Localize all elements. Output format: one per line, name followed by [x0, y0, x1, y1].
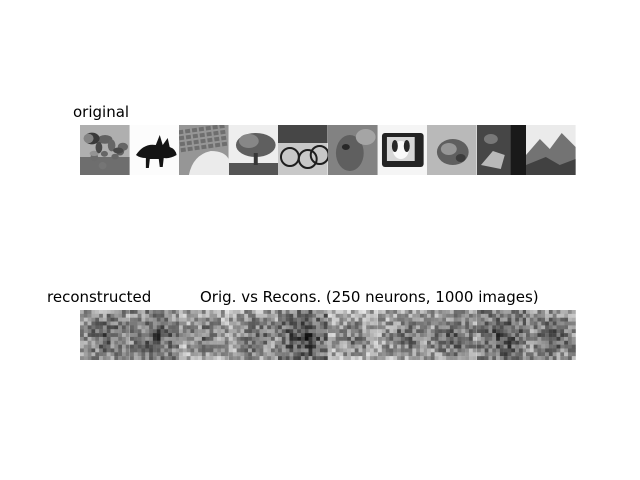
original-image-2 — [129, 125, 180, 175]
noisy-reconstruction-5 — [278, 310, 328, 360]
noisy-reconstruction-7 — [377, 310, 428, 360]
original-image-4 — [228, 125, 279, 175]
grayscale-photo-plants — [80, 125, 130, 175]
original-image-5 — [278, 125, 328, 175]
noisy-reconstruction-4 — [228, 310, 279, 360]
original-image-6 — [328, 125, 378, 175]
noisy-reconstruction-10 — [526, 310, 576, 360]
original-image-10 — [526, 125, 576, 175]
noisy-reconstruction-6 — [328, 310, 378, 360]
grayscale-photo-tree — [228, 125, 279, 175]
reconstructed-image-10 — [526, 310, 576, 360]
reconstructed-images-row — [80, 310, 576, 360]
noisy-reconstruction-9 — [476, 310, 527, 360]
comparison-title: Orig. vs Recons. (250 neurons, 1000 imag… — [200, 288, 539, 306]
grayscale-photo-mountains — [526, 125, 576, 175]
grayscale-photo-hand-on-keyboard — [179, 125, 229, 175]
reconstructed-image-8 — [427, 310, 477, 360]
reconstructed-image-7 — [377, 310, 428, 360]
grayscale-photo-dark-scene — [476, 125, 527, 175]
grayscale-photo-dog-in-tv — [377, 125, 428, 175]
grayscale-photo-dinosaur-silhouette — [129, 125, 180, 175]
reconstructed-image-3 — [179, 310, 229, 360]
reconstructed-image-9 — [476, 310, 527, 360]
noisy-reconstruction-8 — [427, 310, 477, 360]
grayscale-photo-cat — [427, 125, 477, 175]
reconstructed-title: reconstructed — [47, 288, 152, 306]
grayscale-photo-bicycles — [278, 125, 328, 175]
original-images-row — [80, 125, 576, 175]
original-image-3 — [179, 125, 229, 175]
grayscale-photo-animal-closeup — [328, 125, 378, 175]
reconstructed-image-5 — [278, 310, 328, 360]
noisy-reconstruction-3 — [179, 310, 229, 360]
reconstructed-image-6 — [328, 310, 378, 360]
original-title: original — [73, 103, 130, 121]
original-image-1 — [80, 125, 130, 175]
reconstructed-image-2 — [129, 310, 180, 360]
original-image-9 — [476, 125, 527, 175]
original-image-8 — [427, 125, 477, 175]
original-image-7 — [377, 125, 428, 175]
noisy-reconstruction-2 — [129, 310, 180, 360]
reconstructed-image-1 — [80, 310, 130, 360]
reconstructed-image-4 — [228, 310, 279, 360]
noisy-reconstruction-1 — [80, 310, 130, 360]
